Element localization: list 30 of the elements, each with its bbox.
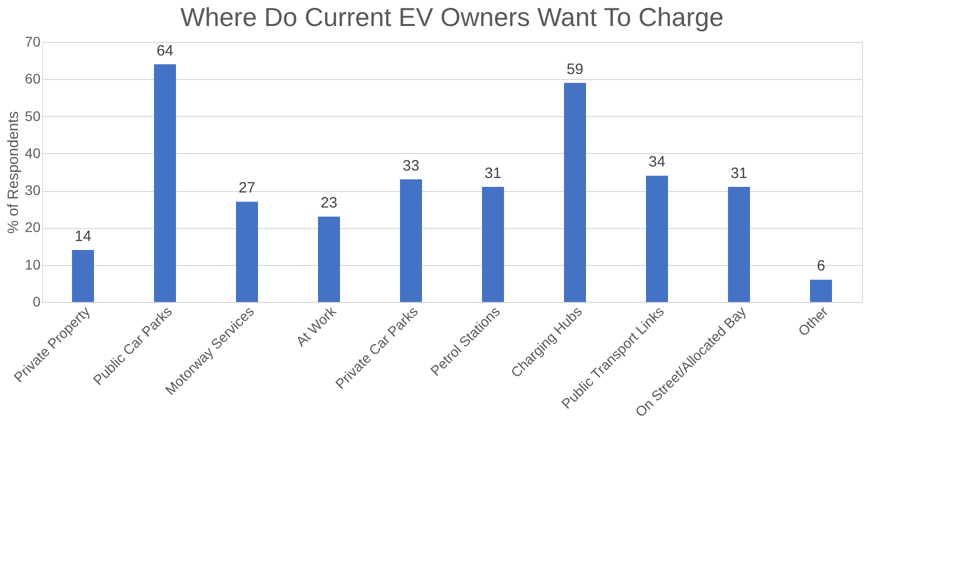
data-label: 6 [816,258,826,275]
data-label: 14 [74,228,92,245]
data-label: 59 [566,60,584,78]
data-label: 31 [730,164,748,182]
data-label: 34 [648,154,666,171]
bar [564,82,586,302]
bar [728,186,750,302]
bar [400,179,422,302]
y-tick-label: 0 [32,294,41,310]
bar [482,186,504,302]
y-tick-label: 40 [24,144,41,161]
bar [318,216,340,302]
y-axis-title: % of Respondents [4,111,22,234]
data-label: 31 [484,164,502,182]
y-tick-label: 60 [24,70,41,87]
data-label: 27 [238,180,256,197]
data-label: 33 [402,157,420,174]
y-tick-label: 50 [24,108,41,124]
bar [72,250,94,302]
bar [646,176,668,302]
y-tick-label: 10 [24,256,41,272]
data-label: 23 [320,194,338,212]
chart-title: Where Do Current EV Owners Want To Charge [180,2,724,32]
bar [810,280,832,302]
y-tick-label: 30 [24,182,41,198]
bar [154,64,176,302]
bar [236,202,258,302]
data-label: 64 [156,42,174,60]
y-tick-label: 70 [24,34,41,50]
y-tick-label: 20 [24,219,41,236]
